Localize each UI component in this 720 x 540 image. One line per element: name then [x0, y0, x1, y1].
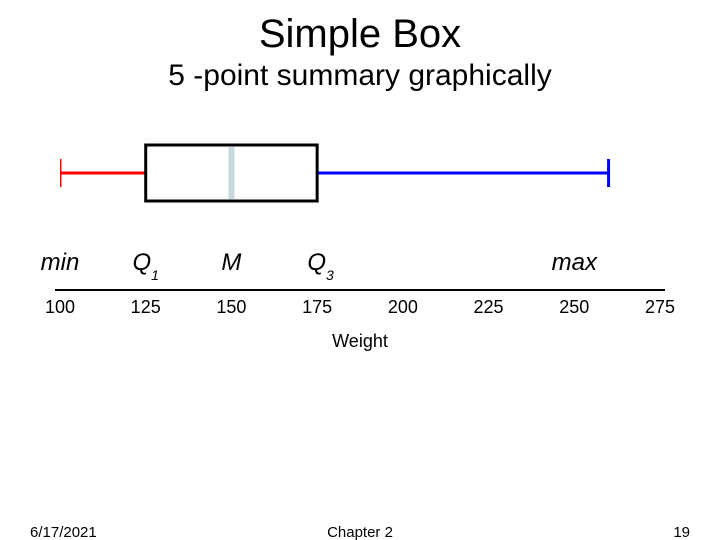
axis-tick: 275: [645, 297, 675, 318]
axis-tick: 125: [131, 297, 161, 318]
summary-label-median: M: [221, 249, 241, 277]
summary-label-q3-sub: 3: [326, 267, 334, 283]
boxplot: [60, 133, 660, 213]
summary-label-max: max: [552, 249, 597, 277]
summary-label-q3: Q3: [307, 249, 333, 279]
footer-page-number: 19: [673, 524, 690, 540]
summary-label-q1-sub: 1: [151, 267, 159, 283]
boxplot-svg: [60, 133, 660, 213]
footer-chapter: Chapter 2: [327, 524, 393, 540]
axis-tick: 175: [302, 297, 332, 318]
axis-label: Weight: [0, 331, 720, 352]
slide-title: Simple Box: [0, 12, 720, 57]
axis-rule: [55, 289, 665, 291]
summary-label-min: min: [41, 249, 80, 277]
axis-tick: 100: [45, 297, 75, 318]
axis-tick: 200: [388, 297, 418, 318]
axis-tick: 150: [216, 297, 246, 318]
five-number-labels: minQ1MQ3max: [60, 249, 660, 283]
axis-tick: 225: [474, 297, 504, 318]
axis-ticks: 100125150175200225250275: [60, 297, 660, 321]
summary-label-q1: Q1: [132, 249, 158, 279]
footer-date: 6/17/2021: [30, 524, 97, 540]
slide-subtitle: 5 -point summary graphically: [0, 59, 720, 93]
axis-tick: 250: [559, 297, 589, 318]
